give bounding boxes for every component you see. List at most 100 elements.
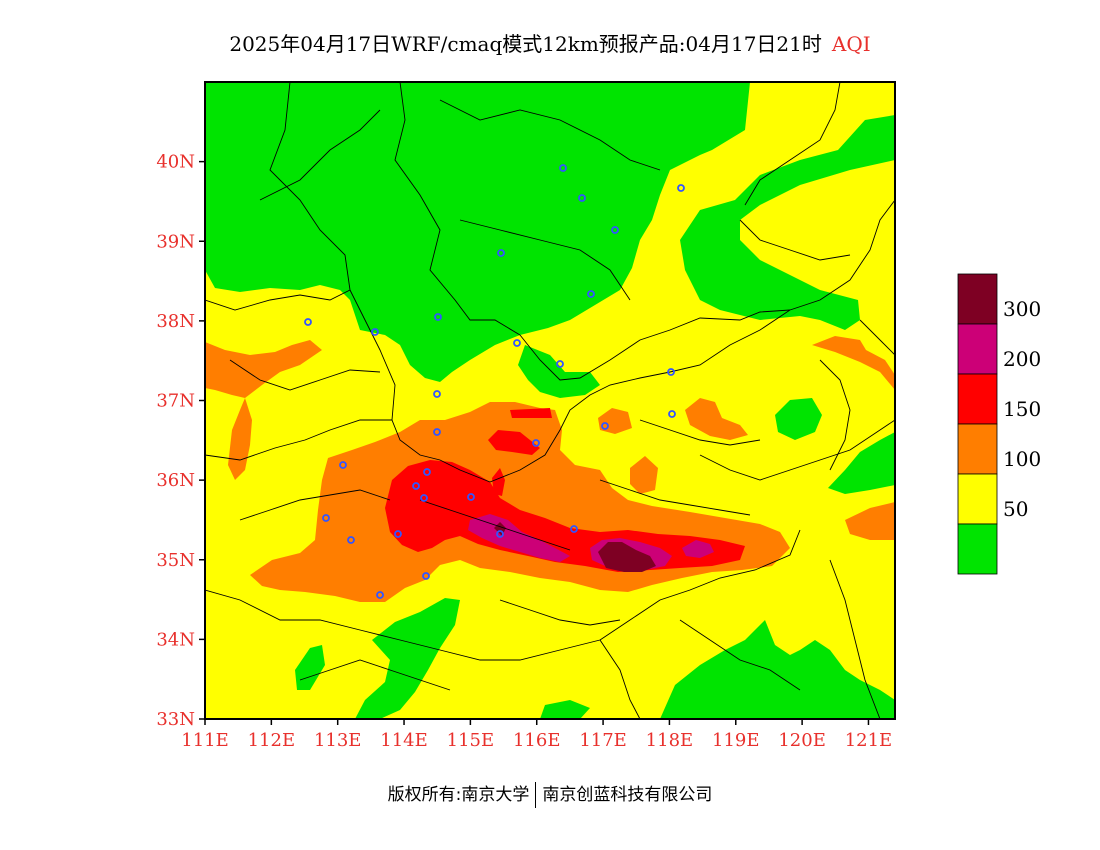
aqi-very-unhealthy-area-far-east	[682, 540, 714, 558]
aqi-unhealthy-area-north-strip	[510, 408, 552, 418]
station-marker	[497, 249, 505, 257]
province-boundary	[205, 289, 351, 311]
legend-swatch	[957, 473, 998, 525]
aqi-good-area-north	[205, 82, 895, 330]
province-boundary	[599, 639, 641, 719]
county-boundary	[499, 599, 621, 626]
coastline	[829, 559, 881, 719]
lat-tick-label: 38N	[156, 311, 195, 332]
lon-tick-label: 114E	[380, 730, 428, 751]
station-marker	[601, 422, 609, 430]
title-text: 2025年04月17日WRF/cmaq模式12km预报产品:04月17日21时	[229, 32, 822, 56]
county-boundary	[639, 419, 761, 446]
county-boundary	[679, 619, 801, 691]
province-boundary	[205, 589, 601, 661]
county-boundary	[259, 109, 381, 201]
aqi-usg-area-east-2	[845, 502, 895, 540]
lon-tick-label: 115E	[447, 730, 495, 751]
aqi-usg-area-north-center	[598, 408, 632, 434]
legend-swatch	[957, 373, 998, 425]
station-marker	[532, 439, 540, 447]
aqi-very-unhealthy-area-west	[468, 514, 570, 562]
lon-tick-label: 119E	[712, 730, 760, 751]
lon-axis: 111E 112E 113E 114E 115E 116E 117E 118E 119E 120E…	[181, 719, 892, 751]
county-boundary	[419, 499, 571, 551]
station-marker	[376, 591, 384, 599]
lon-tick-label: 121E	[845, 730, 893, 751]
aqi-tag: AQI	[831, 32, 871, 56]
province-boundary	[269, 82, 351, 291]
province-boundary	[394, 82, 521, 336]
aqi-good-area-west-hills	[205, 82, 360, 288]
lon-tick-label: 116E	[513, 730, 561, 751]
county-boundary	[229, 359, 381, 391]
lat-axis: 33N 34N 35N 36N 37N 38N 39N 40N	[156, 152, 205, 730]
lon-tick-label: 117E	[579, 730, 627, 751]
aqi-legend: 300 200 150 100 50	[957, 273, 1041, 575]
county-boundary	[439, 99, 661, 171]
station-marker	[570, 525, 578, 533]
copyright-separator	[535, 782, 537, 808]
legend-swatch	[957, 423, 998, 475]
legend-label: 200	[1003, 347, 1041, 371]
station-marker	[496, 530, 504, 538]
station-markers	[304, 164, 685, 599]
station-marker	[347, 536, 355, 544]
province-boundary	[205, 419, 392, 461]
lat-tick-label: 34N	[156, 629, 195, 650]
aqi-good-area-south-west	[355, 598, 460, 719]
station-marker	[556, 360, 564, 368]
station-marker	[304, 318, 312, 326]
aqi-good-area-south-mid	[540, 700, 590, 719]
lat-tick-label: 37N	[156, 391, 195, 412]
aqi-good-area-south-east	[660, 620, 895, 719]
county-boundary	[739, 219, 851, 261]
map-title: 2025年04月17日WRF/cmaq模式12km预报产品:04月17日21时 A…	[0, 28, 1100, 57]
lat-tick-label: 35N	[156, 550, 195, 571]
station-marker	[412, 482, 420, 490]
station-marker	[578, 194, 586, 202]
county-boundary	[459, 219, 631, 301]
aqi-good-area-east-blob	[775, 398, 822, 440]
aqi-hazardous-area-main	[598, 542, 656, 572]
station-marker	[422, 572, 430, 580]
aqi-usg-area-west-patch	[205, 340, 322, 398]
station-marker	[667, 368, 675, 376]
province-boundary	[349, 289, 491, 483]
county-boundary	[819, 359, 851, 471]
station-marker	[587, 290, 595, 298]
lon-tick-label: 111E	[181, 730, 229, 751]
legend-label: 150	[1003, 397, 1041, 421]
legend-swatch	[957, 323, 998, 375]
aqi-usg-area-east-1	[685, 398, 748, 440]
aqi-good-area-east-coast	[828, 432, 895, 494]
admin-boundaries	[205, 82, 895, 719]
coastline	[744, 82, 841, 206]
station-marker	[668, 410, 676, 418]
station-marker	[513, 339, 521, 347]
lat-tick-label: 40N	[156, 152, 195, 173]
aqi-unhealthy-area-main	[385, 460, 745, 572]
station-marker	[559, 164, 567, 172]
station-marker	[339, 461, 347, 469]
aqi-good-area-north-main	[205, 82, 750, 382]
aqi-unhealthy-area-north	[488, 430, 540, 455]
province-boundary	[789, 199, 895, 311]
province-boundary	[599, 529, 801, 641]
lon-tick-label: 120E	[778, 730, 826, 751]
station-marker	[434, 313, 442, 321]
county-boundary	[239, 489, 391, 521]
lon-tick-label: 113E	[314, 730, 362, 751]
station-marker	[423, 468, 431, 476]
county-boundary	[299, 659, 451, 691]
legend-label: 50	[1003, 497, 1028, 521]
aqi-usg-area-east-3	[812, 336, 895, 390]
province-boundary	[489, 309, 791, 483]
legend-label: 300	[1003, 297, 1041, 321]
station-marker	[433, 390, 441, 398]
station-marker	[420, 494, 428, 502]
copyright-left: 版权所有:南京大学	[387, 785, 530, 805]
lat-tick-label: 33N	[156, 709, 195, 730]
legend-swatch	[957, 273, 998, 325]
